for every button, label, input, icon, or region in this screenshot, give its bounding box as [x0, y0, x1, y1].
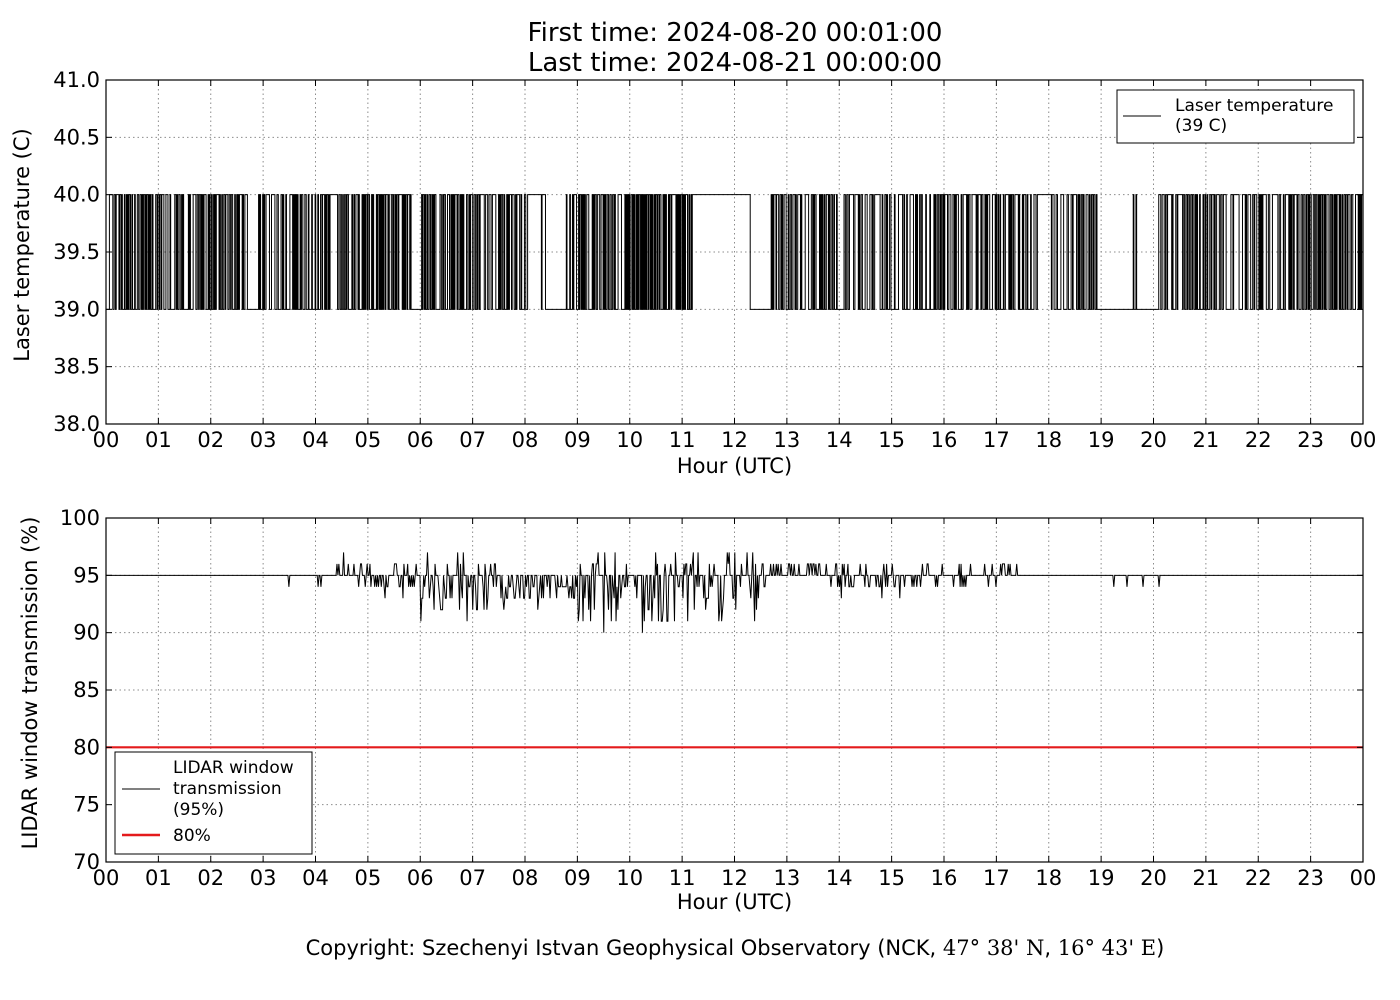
x-tick-label: 21 [1193, 866, 1220, 890]
y-tick-label: 40.5 [53, 125, 100, 149]
x-tick-label: 08 [512, 866, 539, 890]
copyright-suffix: ) [1156, 936, 1165, 960]
x-tick-label: 10 [616, 428, 643, 452]
x-tick-label: 00 [1350, 866, 1377, 890]
x-tick-label: 13 [774, 428, 801, 452]
x-tick-label: 03 [250, 866, 277, 890]
copyright-longitude: 16° 43' E [1057, 936, 1157, 960]
x-tick-label: 23 [1297, 428, 1324, 452]
series-line-1 [106, 194, 1363, 310]
copyright-prefix: Copyright: Szechenyi Istvan Geophysical … [305, 936, 943, 960]
x-tick-label: 08 [512, 428, 539, 452]
x-tick-label: 20 [1140, 428, 1167, 452]
y-axis-label: Laser temperature (C) [10, 128, 34, 361]
legend-label-laser-temperature: Laser temperature (39 C) [1175, 96, 1333, 136]
x-tick-label: 23 [1297, 866, 1324, 890]
x-tick-label: 13 [774, 866, 801, 890]
x-tick-label: 00 [93, 428, 120, 452]
x-tick-label: 16 [931, 428, 958, 452]
x-tick-label: 00 [1350, 428, 1377, 452]
x-tick-label: 02 [197, 428, 224, 452]
x-tick-label: 22 [1245, 866, 1272, 890]
plot-area [106, 552, 1363, 749]
x-tick-label: 09 [564, 428, 591, 452]
series-line-1 [106, 552, 1363, 633]
x-tick-label: 01 [145, 428, 172, 452]
x-tick-label: 05 [355, 866, 382, 890]
y-tick-label: 80 [73, 735, 100, 759]
legend: LIDAR window transmission (95%) 80% [114, 751, 313, 855]
y-tick-label: 70 [73, 850, 100, 874]
y-tick-label: 41.0 [53, 68, 100, 92]
x-tick-label: 21 [1193, 428, 1220, 452]
y-tick-label: 75 [73, 793, 100, 817]
x-tick-label: 04 [302, 428, 329, 452]
x-tick-label: 18 [1035, 866, 1062, 890]
x-tick-label: 04 [302, 866, 329, 890]
x-axis-label: Hour (UTC) [677, 890, 792, 914]
copyright-notice: Copyright: Szechenyi Istvan Geophysical … [0, 936, 1400, 960]
chart-panel-1: 00 01 02 03 04 05 06 07 08 09 10 11 12 13 14 15 16 17 18 19… [10, 68, 1376, 478]
y-tick-label: 38.0 [53, 412, 100, 436]
legend: Laser temperature (39 C) [1116, 89, 1355, 144]
legend-box [114, 751, 313, 855]
x-tick-label: 19 [1088, 866, 1115, 890]
title-last-time: Last time: 2024-08-21 00:00:00 [527, 48, 943, 78]
x-tick-label: 17 [983, 866, 1010, 890]
x-tick-label: 20 [1140, 866, 1167, 890]
y-tick-label: 85 [73, 678, 100, 702]
y-tick-label: 39.0 [53, 297, 100, 321]
x-tick-label: 01 [145, 866, 172, 890]
x-tick-label: 15 [878, 866, 905, 890]
x-tick-label: 06 [407, 428, 434, 452]
x-axis-label: Hour (UTC) [677, 454, 792, 478]
x-tick-label: 14 [826, 428, 853, 452]
legend-label-window-transmission: LIDAR window transmission (95%) [173, 758, 294, 820]
y-tick-label: 39.5 [53, 240, 100, 264]
plot-area [106, 194, 1363, 310]
x-tick-label: 06 [407, 866, 434, 890]
y-axis-label: LIDAR window transmission (%) [18, 517, 42, 850]
x-tick-label: 12 [721, 428, 748, 452]
x-tick-label: 02 [197, 866, 224, 890]
x-tick-label: 16 [931, 866, 958, 890]
x-tick-label: 07 [459, 428, 486, 452]
x-tick-label: 10 [616, 866, 643, 890]
x-tick-label: 09 [564, 866, 591, 890]
title-first-time: First time: 2024-08-20 00:01:00 [527, 18, 943, 48]
x-tick-label: 17 [983, 428, 1010, 452]
x-tick-label: 12 [721, 866, 748, 890]
x-tick-label: 11 [669, 428, 696, 452]
y-tick-label: 40.0 [53, 183, 100, 207]
y-tick-label: 95 [73, 563, 100, 587]
legend-label-threshold: 80% [173, 826, 211, 846]
copyright-latitude: 47° 38' N [942, 936, 1045, 960]
chart-panel-2: 00 01 02 03 04 05 06 07 08 09 10 11 12 13 14 15 16 17 18 19… [18, 506, 1376, 914]
x-tick-label: 05 [355, 428, 382, 452]
y-tick-label: 38.5 [53, 355, 100, 379]
x-tick-label: 18 [1035, 428, 1062, 452]
copyright-separator: , [1044, 936, 1058, 960]
x-tick-label: 22 [1245, 428, 1272, 452]
x-tick-label: 00 [93, 866, 120, 890]
x-tick-label: 14 [826, 866, 853, 890]
x-tick-label: 03 [250, 428, 277, 452]
x-tick-label: 15 [878, 428, 905, 452]
x-tick-label: 19 [1088, 428, 1115, 452]
x-tick-label: 07 [459, 866, 486, 890]
y-tick-label: 90 [73, 621, 100, 645]
x-tick-label: 11 [669, 866, 696, 890]
y-tick-label: 100 [60, 506, 100, 530]
